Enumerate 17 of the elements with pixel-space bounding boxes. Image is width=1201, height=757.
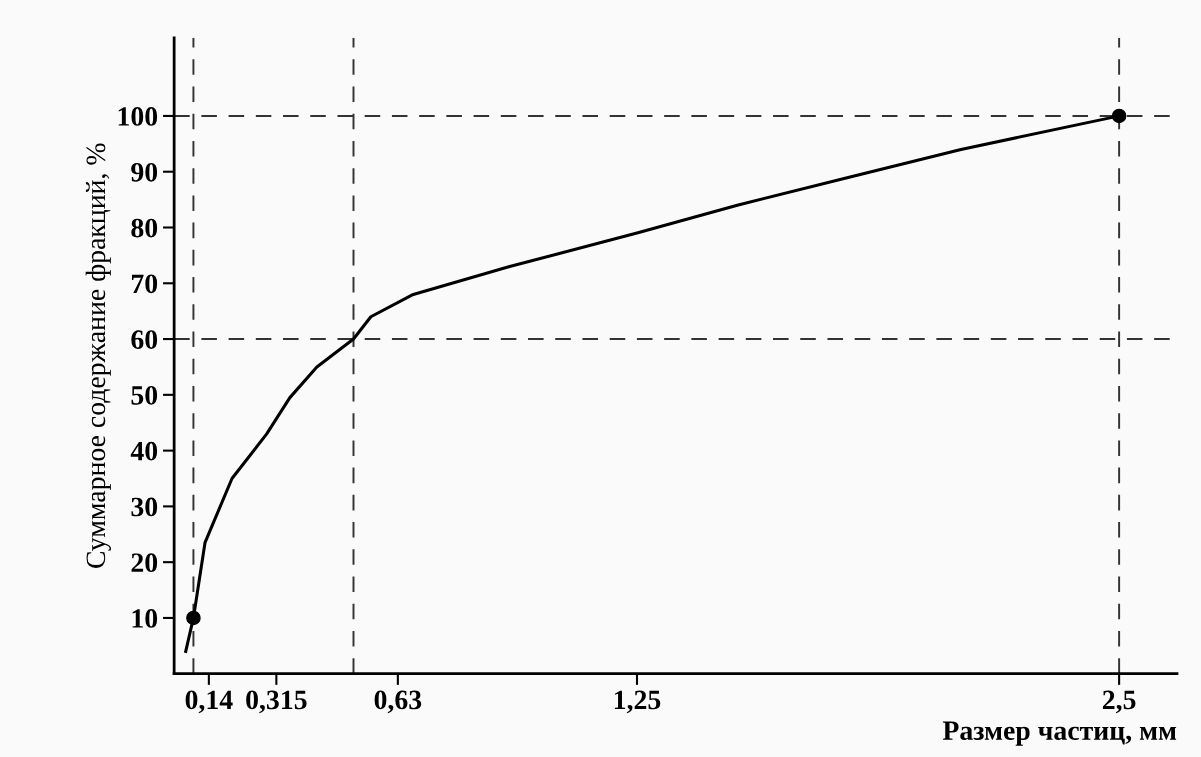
y-tick-label: 40 <box>130 441 158 461</box>
y-tick-label: 30 <box>131 497 158 517</box>
y-tick-label: 20 <box>131 553 158 573</box>
y-tick-label: 80 <box>131 218 158 238</box>
x-tick-label: 1,25 <box>614 690 661 714</box>
x-tick-label: 2,5 <box>1102 690 1136 714</box>
x-axis-title: Размер частиц, мм <box>942 721 1177 746</box>
x-tick-label: 0,315 <box>246 690 307 714</box>
y-tick-label: 50 <box>131 386 158 405</box>
y-tick-label: 90 <box>131 162 158 182</box>
y-axis-title: Суммарное содержание фракций, % <box>85 143 111 568</box>
x-tick-label: 0,63 <box>374 690 422 714</box>
y-tick-label: 60 <box>131 330 158 349</box>
y-tick-label: 70 <box>131 274 158 294</box>
y-tick-label: 100 <box>118 107 158 126</box>
x-tick-label: 0,14 <box>185 690 233 714</box>
y-tick-label: 10 <box>132 609 158 628</box>
